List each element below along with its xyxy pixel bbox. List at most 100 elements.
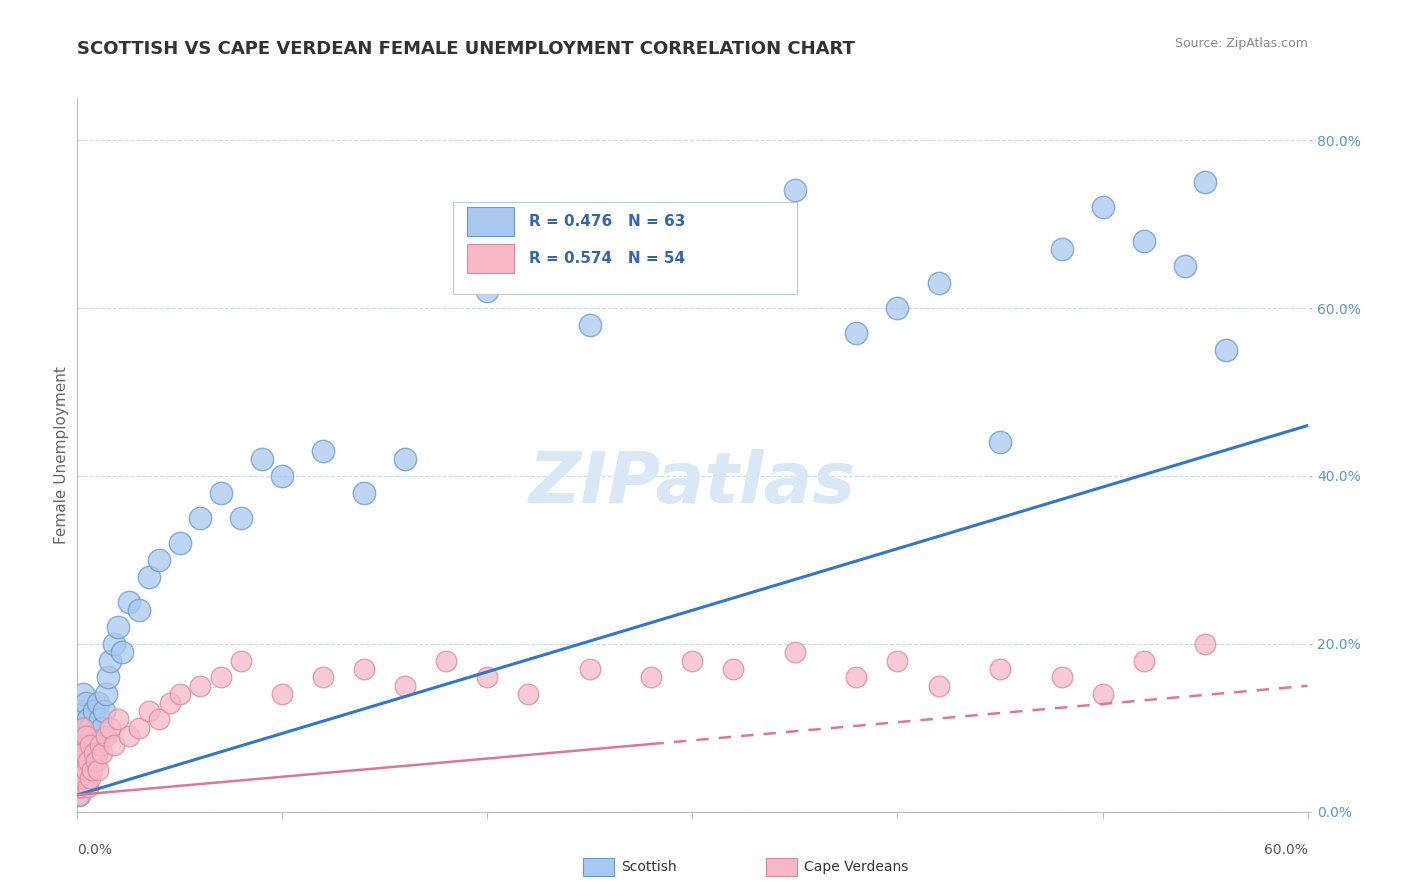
Point [845,326,868,341]
Point [72,746,94,760]
Point [79,746,101,760]
Point [353,485,375,500]
Point [107,712,129,726]
Point [640,670,662,684]
Point [436,654,458,668]
Point [783,184,806,198]
Point [93,704,115,718]
Point [111,645,134,659]
Text: ZIPatlas: ZIPatlas [529,449,856,518]
Point [682,654,704,668]
Point [517,687,540,701]
Point [70,763,93,777]
Point [886,654,908,668]
Point [169,687,191,701]
Point [75,755,97,769]
Point [394,679,416,693]
Point [148,553,170,567]
Point [72,721,94,735]
Point [107,620,129,634]
Point [76,712,98,726]
Point [988,662,1011,676]
Text: Cape Verdeans: Cape Verdeans [804,860,908,874]
Point [79,721,101,735]
Point [682,217,704,231]
Point [72,721,94,735]
Point [90,721,114,735]
Point [75,729,97,743]
Point [76,780,98,794]
Text: 60.0%: 60.0% [1264,843,1308,856]
Point [103,637,125,651]
Point [271,469,294,483]
Point [80,755,103,769]
Point [76,755,98,769]
Point [250,452,273,467]
Point [394,452,416,467]
Point [83,746,105,760]
Point [90,746,114,760]
Point [1215,343,1237,357]
Point [84,746,107,760]
Point [67,788,90,802]
Point [169,536,191,550]
Y-axis label: Female Unemployment: Female Unemployment [53,366,69,544]
Point [98,654,121,668]
Point [188,511,212,525]
Point [477,284,499,298]
Point [83,738,105,752]
Point [70,780,93,794]
Point [128,721,150,735]
Point [128,603,150,617]
Point [98,721,121,735]
Point [75,763,97,777]
Point [1091,687,1114,701]
Point [159,696,181,710]
Point [231,654,253,668]
Point [1050,670,1073,684]
Point [312,670,335,684]
Point [67,788,90,802]
Text: R = 0.574   N = 54: R = 0.574 N = 54 [529,252,685,266]
Text: SCOTTISH VS CAPE VERDEAN FEMALE UNEMPLOYMENT CORRELATION CHART: SCOTTISH VS CAPE VERDEAN FEMALE UNEMPLOY… [77,40,855,58]
Point [148,712,170,726]
Point [188,679,212,693]
Point [138,704,160,718]
Point [70,738,93,752]
Point [1174,259,1197,273]
Point [70,780,93,794]
Point [72,771,94,785]
Point [271,687,294,701]
Point [312,443,335,458]
Point [97,670,120,684]
Point [231,511,253,525]
Text: R = 0.476   N = 63: R = 0.476 N = 63 [529,214,685,229]
Point [72,746,94,760]
Point [67,755,90,769]
Point [87,729,110,743]
Point [94,687,117,701]
Point [75,696,97,710]
Point [1194,175,1216,189]
Point [67,771,90,785]
Point [75,729,97,743]
Point [103,738,125,752]
Point [89,738,111,752]
Point [1132,654,1154,668]
Point [579,318,602,332]
Text: 0.0%: 0.0% [77,843,112,856]
Point [845,670,868,684]
Point [783,645,806,659]
Point [723,662,745,676]
Text: Source: ZipAtlas.com: Source: ZipAtlas.com [1174,37,1308,51]
Point [928,679,950,693]
Point [928,276,950,290]
Point [138,569,160,583]
Point [79,738,101,752]
Point [117,595,139,609]
FancyBboxPatch shape [467,207,515,235]
Point [87,763,110,777]
Text: Scottish: Scottish [621,860,678,874]
Point [117,729,139,743]
Point [83,704,105,718]
